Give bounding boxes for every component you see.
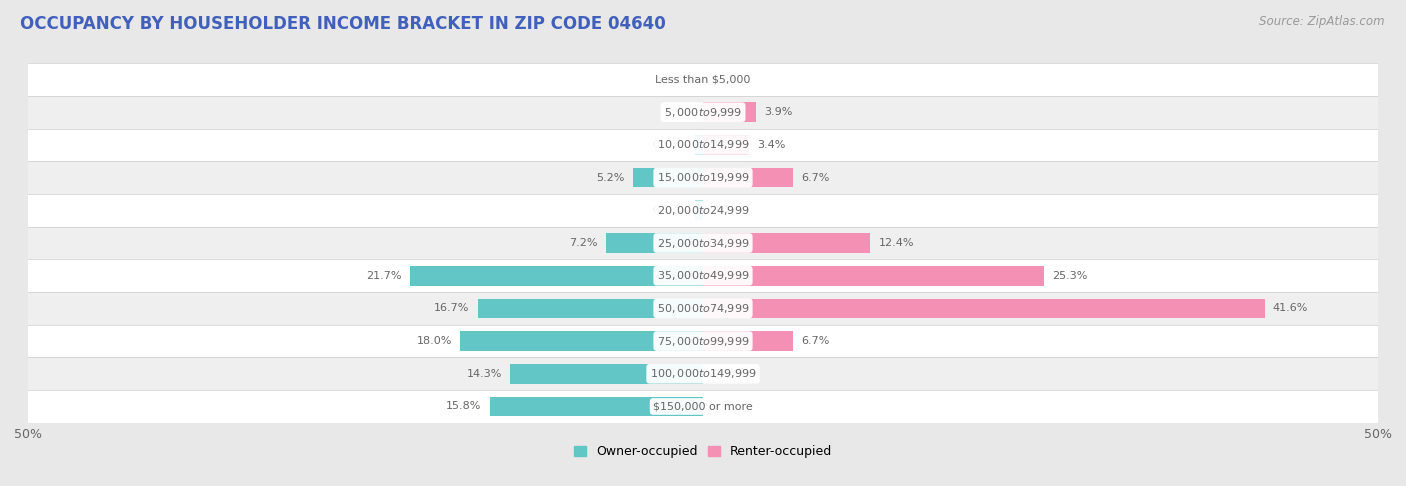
Text: 6.7%: 6.7% [801,173,830,183]
Text: 0.0%: 0.0% [711,369,740,379]
Text: $25,000 to $34,999: $25,000 to $34,999 [657,237,749,249]
Text: 0.56%: 0.56% [652,205,688,215]
Text: $5,000 to $9,999: $5,000 to $9,999 [664,106,742,119]
Text: 0.0%: 0.0% [666,107,695,117]
Text: 16.7%: 16.7% [434,303,470,313]
Text: 3.9%: 3.9% [763,107,792,117]
Text: $50,000 to $74,999: $50,000 to $74,999 [657,302,749,315]
Bar [28,325,1378,357]
Text: 41.6%: 41.6% [1272,303,1308,313]
Bar [703,168,793,188]
Text: 21.7%: 21.7% [367,271,402,281]
Text: 0.0%: 0.0% [711,401,740,412]
Text: 5.2%: 5.2% [596,173,624,183]
Bar [703,103,755,122]
Bar [633,168,703,188]
Text: $10,000 to $14,999: $10,000 to $14,999 [657,139,749,152]
Text: Less than $5,000: Less than $5,000 [655,74,751,85]
Text: $15,000 to $19,999: $15,000 to $19,999 [657,171,749,184]
Text: 25.3%: 25.3% [1053,271,1088,281]
Bar [28,129,1378,161]
Text: $150,000 or more: $150,000 or more [654,401,752,412]
Bar [28,194,1378,226]
Bar [28,96,1378,129]
Bar [460,331,703,351]
Text: 18.0%: 18.0% [416,336,451,346]
Text: Source: ZipAtlas.com: Source: ZipAtlas.com [1260,15,1385,28]
Text: 15.8%: 15.8% [446,401,482,412]
Text: 6.7%: 6.7% [801,336,830,346]
Bar [696,201,703,220]
Bar [28,292,1378,325]
Text: 14.3%: 14.3% [467,369,502,379]
Bar [606,233,703,253]
Text: $100,000 to $149,999: $100,000 to $149,999 [650,367,756,380]
Bar [28,161,1378,194]
Bar [478,298,703,318]
Text: 7.2%: 7.2% [569,238,598,248]
Bar [28,226,1378,260]
Bar [411,266,703,285]
Bar [28,260,1378,292]
Text: 3.4%: 3.4% [756,140,786,150]
Bar [28,63,1378,96]
Text: 12.4%: 12.4% [879,238,914,248]
Bar [703,331,793,351]
Bar [696,135,703,155]
Bar [703,298,1264,318]
Text: 0.0%: 0.0% [711,205,740,215]
Text: OCCUPANCY BY HOUSEHOLDER INCOME BRACKET IN ZIP CODE 04640: OCCUPANCY BY HOUSEHOLDER INCOME BRACKET … [20,15,665,33]
Bar [703,233,870,253]
Text: $75,000 to $99,999: $75,000 to $99,999 [657,334,749,347]
Text: $20,000 to $24,999: $20,000 to $24,999 [657,204,749,217]
Bar [28,390,1378,423]
Text: 0.56%: 0.56% [652,140,688,150]
Bar [28,357,1378,390]
Bar [510,364,703,383]
Text: $35,000 to $49,999: $35,000 to $49,999 [657,269,749,282]
Text: 0.0%: 0.0% [666,74,695,85]
Text: 0.0%: 0.0% [711,74,740,85]
Bar [703,266,1045,285]
Bar [489,397,703,417]
Legend: Owner-occupied, Renter-occupied: Owner-occupied, Renter-occupied [568,440,838,463]
Bar [703,135,749,155]
